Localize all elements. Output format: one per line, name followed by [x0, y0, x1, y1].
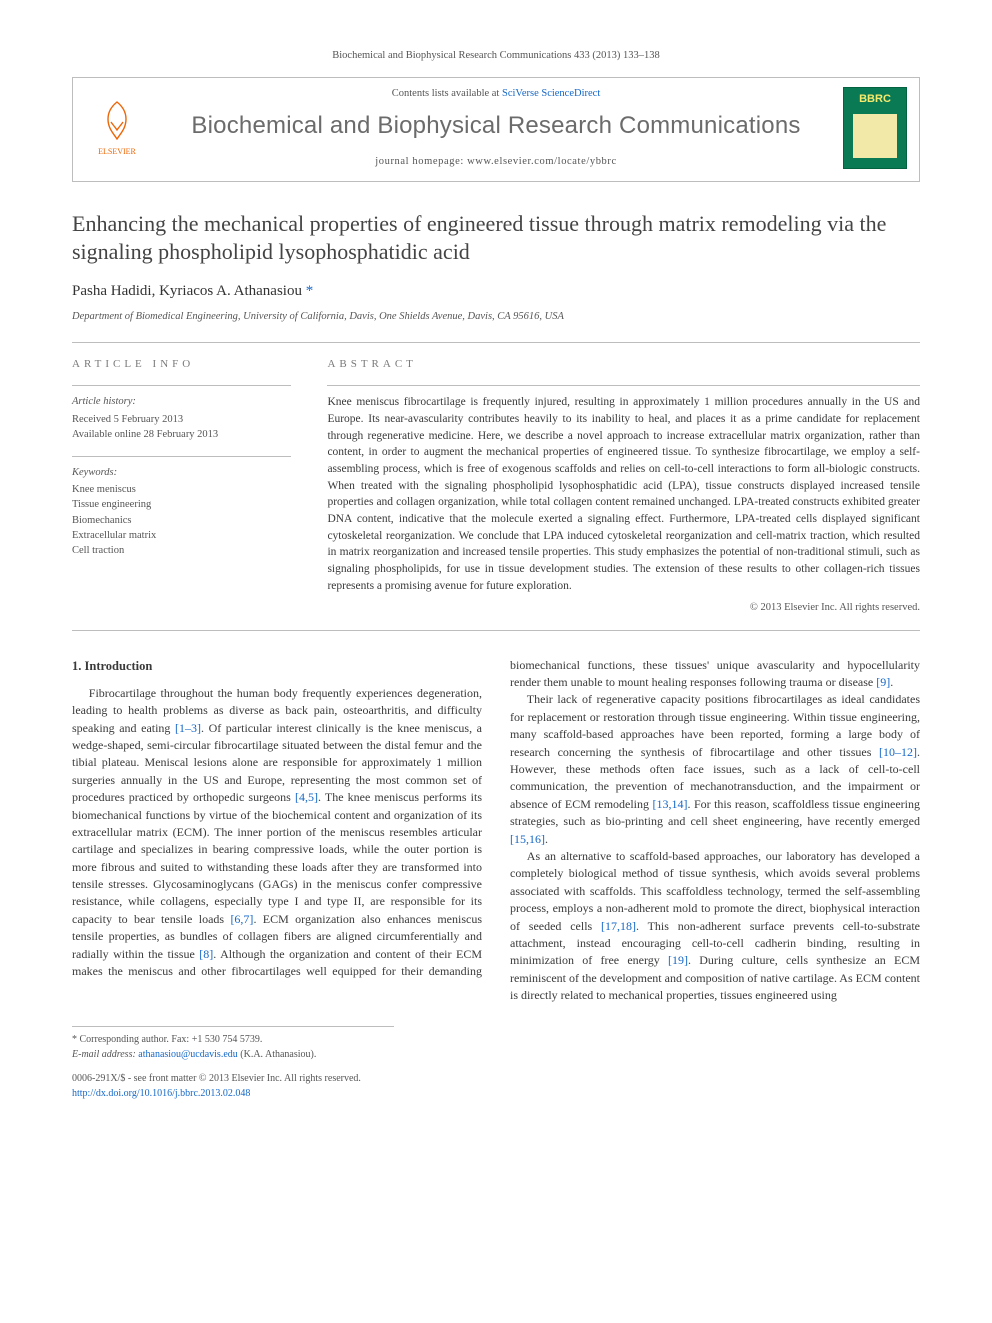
doi-link[interactable]: http://dx.doi.org/10.1016/j.bbrc.2013.02… [72, 1088, 250, 1099]
abstract-text: Knee meniscus fibrocartilage is frequent… [327, 394, 920, 594]
online-date: Available online 28 February 2013 [72, 429, 218, 440]
elsevier-logo: ELSEVIER [85, 92, 149, 164]
keyword: Extracellular matrix [72, 530, 156, 541]
keywords-block: Keywords: Knee meniscus Tissue engineeri… [72, 465, 291, 558]
citation-link[interactable]: [1–3] [175, 721, 201, 735]
elsevier-label: ELSEVIER [98, 146, 136, 158]
abs-rule [327, 385, 920, 386]
citation-link[interactable]: [13,14] [652, 797, 687, 811]
footnotes: * Corresponding author. Fax: +1 530 754 … [72, 1026, 394, 1062]
article-history: Article history: Received 5 February 201… [72, 394, 291, 442]
author-names: Pasha Hadidi, Kyriacos A. Athanasiou [72, 283, 302, 299]
email-tail: (K.A. Athanasiou). [238, 1049, 317, 1060]
running-head: Biochemical and Biophysical Research Com… [72, 48, 920, 63]
front-matter-line: 0006-291X/$ - see front matter © 2013 El… [72, 1072, 361, 1087]
intro-heading: 1. Introduction [72, 657, 482, 675]
keyword: Tissue engineering [72, 499, 151, 510]
text-run: . Although the organization and content [213, 947, 410, 961]
homepage-url[interactable]: www.elsevier.com/locate/ybbrc [467, 156, 617, 167]
contents-available: Contents lists available at SciVerse Sci… [159, 86, 833, 101]
intro-paragraph: As an alternative to scaffold-based appr… [510, 848, 920, 1005]
info-rule-2 [72, 456, 291, 457]
keywords-heading: Keywords: [72, 465, 291, 480]
affiliation: Department of Biomedical Engineering, Un… [72, 309, 920, 324]
received-date: Received 5 February 2013 [72, 414, 183, 425]
article-title: Enhancing the mechanical properties of e… [72, 210, 920, 265]
journal-cover-thumb: BBRC [843, 87, 907, 169]
history-heading: Article history: [72, 394, 291, 409]
sciencedirect-link[interactable]: SciVerse ScienceDirect [502, 88, 600, 99]
citation-link[interactable]: [19] [668, 953, 688, 967]
citation-link[interactable]: [8] [199, 947, 213, 961]
contents-prefix: Contents lists available at [392, 88, 502, 99]
cover-label: BBRC [859, 92, 891, 108]
keyword: Biomechanics [72, 515, 131, 526]
email-footnote: E-mail address: athanasiou@ucdavis.edu (… [72, 1048, 394, 1063]
email-label: E-mail address: [72, 1049, 138, 1060]
cover-mini-art [853, 114, 897, 158]
keyword: Knee meniscus [72, 484, 136, 495]
corresponding-footnote: * Corresponding author. Fax: +1 530 754 … [72, 1033, 394, 1048]
abstract-copyright: © 2013 Elsevier Inc. All rights reserved… [327, 600, 920, 615]
text-run: . The knee meniscus performs its biomech… [72, 790, 482, 926]
page-footer: 0006-291X/$ - see front matter © 2013 El… [72, 1072, 920, 1101]
journal-homepage: journal homepage: www.elsevier.com/locat… [159, 154, 833, 169]
divider-bottom [72, 630, 920, 631]
abstract-column: ABSTRACT Knee meniscus fibrocartilage is… [309, 343, 920, 629]
homepage-prefix: journal homepage: [375, 156, 467, 167]
info-rule-1 [72, 385, 291, 386]
citation-link[interactable]: [4,5] [295, 790, 318, 804]
text-run: . [545, 832, 548, 846]
email-link[interactable]: athanasiou@ucdavis.edu [138, 1049, 237, 1060]
abstract-heading: ABSTRACT [327, 357, 920, 373]
corresponding-marker: * [306, 283, 314, 299]
citation-link[interactable]: [17,18] [601, 919, 636, 933]
journal-header: ELSEVIER Contents lists available at Sci… [72, 77, 920, 182]
intro-paragraph: Their lack of regenerative capacity posi… [510, 691, 920, 848]
body-two-columns: 1. Introduction Fibrocartilage throughou… [72, 657, 920, 1005]
journal-name: Biochemical and Biophysical Research Com… [159, 109, 833, 144]
article-info-column: ARTICLE INFO Article history: Received 5… [72, 343, 309, 629]
citation-link[interactable]: [6,7] [230, 912, 253, 926]
citation-link[interactable]: [9] [876, 675, 890, 689]
article-info-heading: ARTICLE INFO [72, 357, 291, 373]
citation-link[interactable]: [10–12] [879, 745, 917, 759]
citation-link[interactable]: [15,16] [510, 832, 545, 846]
keyword: Cell traction [72, 545, 124, 556]
authors: Pasha Hadidi, Kyriacos A. Athanasiou * [72, 281, 920, 303]
text-run: . [890, 675, 893, 689]
text-run: Their lack of regenerative capacity posi… [510, 692, 920, 758]
